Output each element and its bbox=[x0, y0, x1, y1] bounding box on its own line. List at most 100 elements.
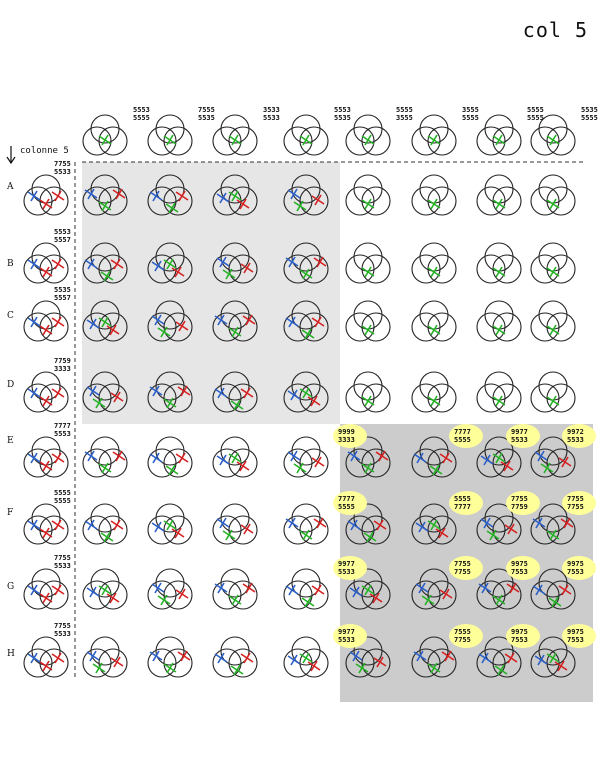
grid-knot bbox=[530, 242, 576, 284]
header-knot bbox=[411, 114, 457, 156]
row-knot bbox=[23, 300, 69, 342]
grid-knot bbox=[476, 300, 522, 342]
grid-knot bbox=[345, 568, 391, 610]
row-code: 7755 5533 bbox=[54, 554, 71, 570]
grid-knot bbox=[147, 174, 193, 216]
grid-knot bbox=[82, 503, 128, 545]
grid-knot bbox=[411, 436, 457, 478]
header-code: 5535 5555 bbox=[581, 106, 598, 122]
grid-knot bbox=[283, 174, 329, 216]
bubble-code: 9975 7553 bbox=[511, 560, 528, 576]
bubble-code: 7777 5555 bbox=[338, 495, 355, 511]
grid-knot bbox=[147, 242, 193, 284]
grid-knot bbox=[283, 371, 329, 413]
header-knot bbox=[147, 114, 193, 156]
row-label-b: B bbox=[7, 259, 14, 269]
row-knot bbox=[23, 242, 69, 284]
grid-knot bbox=[283, 636, 329, 678]
bubble-code: 9975 7553 bbox=[567, 560, 584, 576]
bubble-code: 7755 7755 bbox=[454, 560, 471, 576]
grid-knot bbox=[82, 371, 128, 413]
header-knot bbox=[476, 114, 522, 156]
grid-knot bbox=[283, 242, 329, 284]
grid-knot bbox=[147, 503, 193, 545]
grid-knot bbox=[476, 568, 522, 610]
grid-knot bbox=[212, 242, 258, 284]
grid-knot bbox=[476, 436, 522, 478]
bubble-code: 7755 7759 bbox=[511, 495, 528, 511]
grid-knot bbox=[212, 636, 258, 678]
row-knot bbox=[23, 568, 69, 610]
grid-knot bbox=[283, 503, 329, 545]
cells-layer: 5553 5555 7555 5535 3533 5533 5553 5535 5555 3555… bbox=[23, 106, 598, 678]
grid-knot bbox=[345, 242, 391, 284]
bubble-code: 9977 5533 bbox=[338, 560, 355, 576]
grid-knot bbox=[283, 436, 329, 478]
row-code: 5555 5555 bbox=[54, 489, 71, 505]
bubble-code: 9999 3333 bbox=[338, 428, 355, 444]
grid-knot bbox=[345, 436, 391, 478]
header-code: 5555 3555 bbox=[396, 106, 413, 122]
grid-knot bbox=[530, 300, 576, 342]
row-code: 7755 5533 bbox=[54, 622, 71, 638]
grid-knot bbox=[476, 371, 522, 413]
row-knot bbox=[23, 636, 69, 678]
row-code: 5535 5557 bbox=[54, 286, 71, 302]
grid-knot bbox=[345, 371, 391, 413]
grid-knot bbox=[530, 436, 576, 478]
header-code: 5553 5535 bbox=[334, 106, 351, 122]
arrow-down-icon bbox=[6, 146, 16, 165]
bubble-code: 5555 7777 bbox=[454, 495, 471, 511]
grid-knot bbox=[212, 371, 258, 413]
row-label-d: D bbox=[7, 380, 15, 390]
code-bubble: 5555 7777 bbox=[449, 491, 483, 515]
grid-knot bbox=[212, 300, 258, 342]
grid-knot bbox=[411, 174, 457, 216]
grid-knot bbox=[411, 371, 457, 413]
grid-knot bbox=[345, 636, 391, 678]
header-code: 3555 5555 bbox=[462, 106, 479, 122]
code-bubble: 9975 7553 bbox=[562, 556, 596, 580]
grid-knot bbox=[530, 371, 576, 413]
code-bubble: 7755 7755 bbox=[562, 491, 596, 515]
grid-knot bbox=[147, 436, 193, 478]
bubble-code: 7777 5555 bbox=[454, 428, 471, 444]
grid-knot bbox=[82, 300, 128, 342]
bubble-code: 9977 5533 bbox=[338, 628, 355, 644]
header-knot bbox=[212, 114, 258, 156]
row-knot bbox=[23, 174, 69, 216]
grid-knot bbox=[212, 503, 258, 545]
row-code: 7755 5533 bbox=[54, 160, 71, 176]
grid-knot bbox=[147, 568, 193, 610]
row-label-e: E bbox=[7, 436, 14, 446]
code-bubble: 9977 5533 bbox=[333, 624, 367, 648]
code-bubble: 9972 5533 bbox=[562, 424, 596, 448]
grid-knot bbox=[411, 242, 457, 284]
bubble-code: 9972 5533 bbox=[567, 428, 584, 444]
bubble-code: 7755 7755 bbox=[567, 495, 584, 511]
row-code: 7777 5553 bbox=[54, 422, 71, 438]
grid-knot bbox=[530, 174, 576, 216]
light-panel bbox=[82, 162, 340, 424]
grid-knot bbox=[530, 636, 576, 678]
row-code: 7759 3333 bbox=[54, 357, 71, 373]
grid-knot bbox=[411, 636, 457, 678]
row-label-a: A bbox=[7, 182, 14, 192]
grid-knot bbox=[476, 174, 522, 216]
grid-knot bbox=[212, 568, 258, 610]
grid-knot bbox=[212, 436, 258, 478]
bubble-code: 9975 7553 bbox=[567, 628, 584, 644]
code-bubble: 9975 7553 bbox=[506, 556, 540, 580]
code-bubble: 9977 5533 bbox=[506, 424, 540, 448]
code-bubble: 9977 5533 bbox=[333, 556, 367, 580]
grid-knot bbox=[345, 503, 391, 545]
grid-knot bbox=[530, 568, 576, 610]
grid-knot bbox=[82, 636, 128, 678]
grid-knot bbox=[411, 503, 457, 545]
grid-knot bbox=[82, 568, 128, 610]
code-bubble: 7755 7759 bbox=[506, 491, 540, 515]
grid-knot bbox=[82, 436, 128, 478]
grid-knot bbox=[147, 371, 193, 413]
row-label-g: G bbox=[7, 582, 15, 592]
grid-knot bbox=[82, 174, 128, 216]
